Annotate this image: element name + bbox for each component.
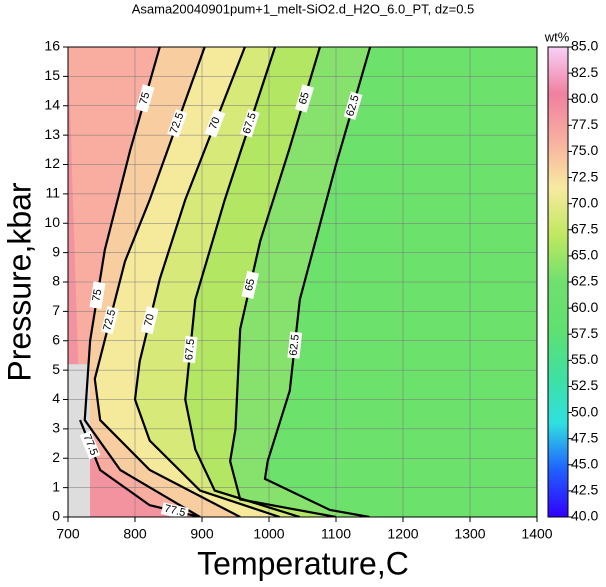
contour-label: 62.5 (288, 334, 302, 357)
x-axis-label: Temperature,C (197, 545, 409, 581)
y-tick-label: 12 (44, 155, 60, 171)
contour-line (93, 47, 241, 517)
contour-label: 65 (297, 91, 312, 106)
contour-label: 67.5 (183, 338, 197, 361)
colorbar-tick-label: 82.5 (571, 64, 598, 80)
colorbar-tick-label: 72.5 (571, 168, 598, 184)
y-tick-label: 2 (52, 449, 60, 465)
y-tick-label: 5 (52, 361, 60, 377)
contour-label: 72.5 (101, 308, 118, 332)
colorbar-tick-label: 70.0 (571, 194, 598, 210)
contour-label-bg (240, 109, 260, 138)
colorbar-tick-label: 52.5 (571, 377, 598, 393)
contour-label-group: 70 (140, 306, 159, 335)
contour-line (263, 47, 372, 517)
y-tick-label: 4 (52, 390, 60, 406)
contour-label-group: 65 (295, 84, 314, 113)
y-axis-label: Pressure,kbar (1, 182, 37, 382)
y-tick-label: 10 (44, 214, 60, 230)
contour-label-group: 62.5 (343, 91, 363, 120)
contour-label-group: 75 (135, 84, 155, 113)
colorbar-tick-label: 57.5 (571, 325, 598, 341)
contour-label: 65 (243, 278, 257, 293)
contour-label-bg (167, 109, 188, 138)
contour-label-bg (343, 91, 363, 120)
contour-label-bg (135, 84, 155, 113)
contour-label-bg (204, 109, 226, 138)
colorbar-tick-label: 62.5 (571, 273, 598, 289)
contour-label-bg (140, 306, 159, 335)
x-tick-label: 1200 (387, 526, 418, 542)
chart-title: Asama20040901pum+1_melt-SiO2.d_H2O_6.0_P… (132, 1, 475, 16)
contour-label-group: 77.5 (160, 502, 189, 520)
x-tick-label: 800 (123, 526, 147, 542)
colorbar-tick-label: 50.0 (571, 403, 598, 419)
contour-label-group: 75 (89, 281, 106, 310)
y-tick-label: 13 (44, 126, 60, 142)
contour-label-group: 70 (204, 109, 226, 138)
contour-label-bg (287, 331, 303, 359)
contour-label-group: 65 (241, 270, 259, 299)
contour-line (133, 47, 281, 517)
y-tick-label: 3 (52, 420, 60, 436)
contour-label: 70 (207, 115, 223, 131)
colorbar-tick-label: 77.5 (571, 116, 598, 132)
colorbar-label: wt% (544, 29, 570, 44)
contour-line (184, 47, 301, 517)
y-tick-label: 14 (44, 96, 60, 112)
colorbar-tick-label: 65.0 (571, 247, 598, 263)
x-tick-label: 700 (56, 526, 80, 542)
colorbar (547, 46, 569, 518)
x-tick-label: 1300 (454, 526, 485, 542)
contour-label-bg (160, 502, 189, 517)
y-tick-label: 8 (52, 273, 60, 289)
contour-label: 77.5 (163, 503, 187, 520)
y-tick-label: 1 (52, 478, 60, 494)
y-tick-label: 7 (52, 302, 60, 318)
colorbar-tick-label: 60.0 (571, 299, 598, 315)
contour-label-group: 67.5 (183, 336, 198, 364)
colorbar-tick-label: 80.0 (571, 90, 598, 106)
x-tick-label: 1400 (521, 526, 552, 542)
x-tick-label: 1000 (253, 526, 284, 542)
colorbar-tick-label: 45.0 (571, 455, 598, 471)
contour-label-group: 62.5 (287, 331, 303, 359)
colorbar-tick-label: 55.0 (571, 351, 598, 367)
y-tick-label: 15 (44, 67, 60, 83)
y-tick-label: 6 (52, 331, 60, 347)
contour-label: 75 (90, 288, 104, 302)
x-tick-label: 900 (190, 526, 214, 542)
y-tick-label: 9 (52, 243, 60, 259)
contour-label-group: 72.5 (100, 306, 119, 335)
contour-label-bg (79, 430, 101, 460)
colorbar-tick-label: 42.5 (571, 482, 598, 498)
no-data-region (68, 364, 90, 517)
contour-label-bg (183, 336, 198, 364)
contour-label-bg (241, 270, 259, 299)
contour-label: 70 (142, 313, 157, 328)
colorbar-tick-label: 40.0 (571, 508, 598, 524)
contour-line (83, 47, 201, 517)
contour-line (229, 47, 337, 517)
contour-label: 75 (138, 91, 153, 106)
y-tick-label: 11 (45, 185, 60, 201)
colorbar-tick-label: 67.5 (571, 220, 598, 236)
colorbar-tick-label: 47.5 (571, 429, 598, 445)
contour-label: 62.5 (344, 94, 362, 118)
contour-label-bg (100, 306, 119, 335)
y-tick-label: 0 (52, 508, 60, 524)
contour-label-bg (295, 84, 314, 113)
colorbar-tick-label: 75.0 (571, 142, 598, 158)
y-tick-label: 16 (44, 38, 60, 54)
colorbar-tick-label: 85.0 (571, 38, 598, 54)
x-tick-label: 1100 (321, 526, 351, 542)
contour-label-bg (89, 281, 106, 310)
